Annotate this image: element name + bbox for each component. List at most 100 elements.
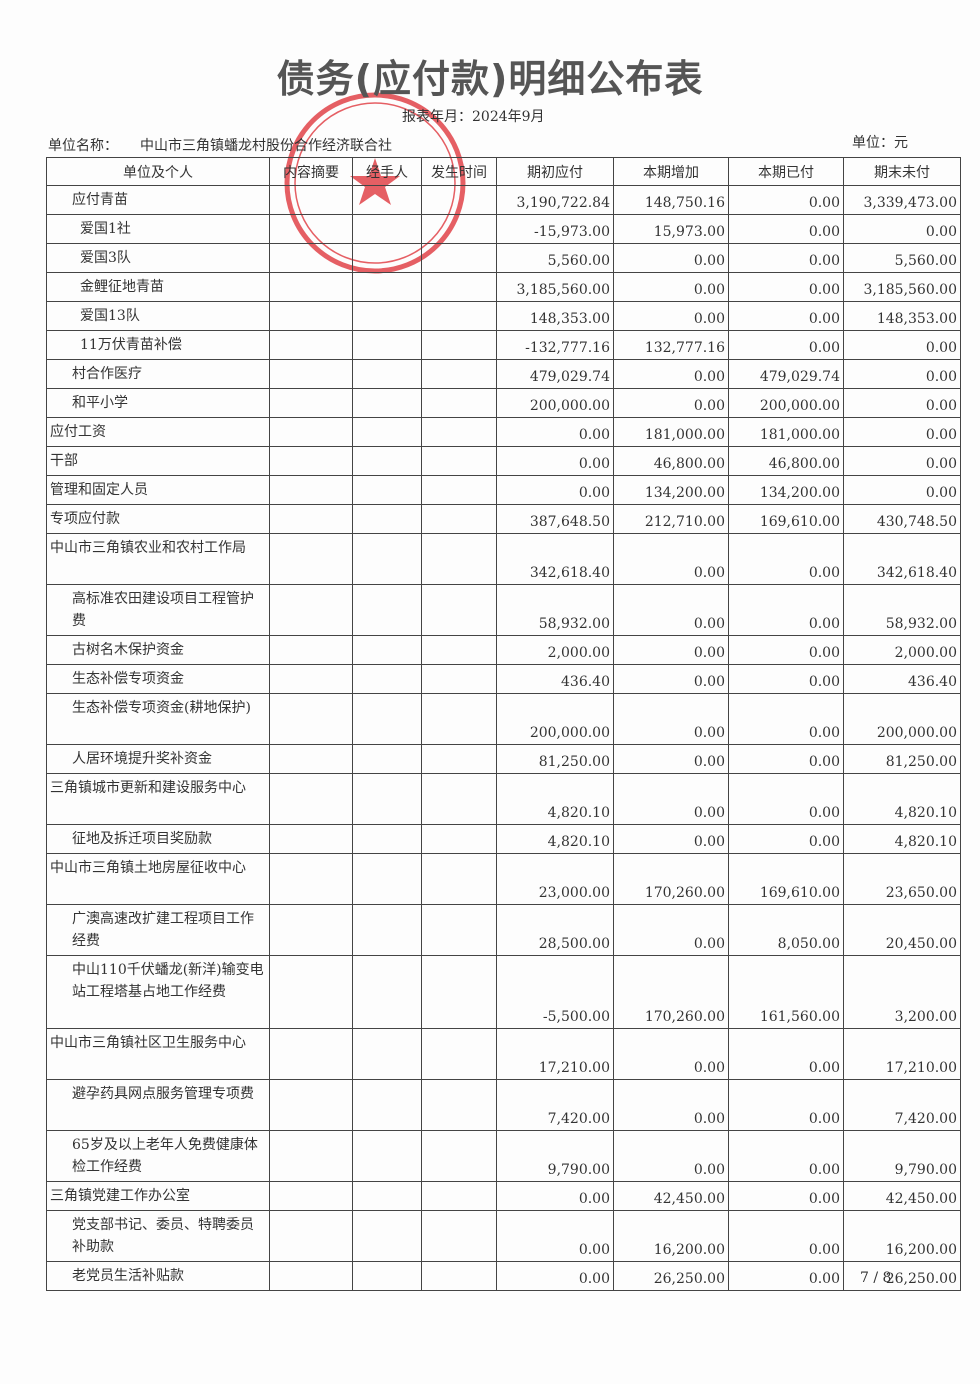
row-name: 生态补偿专项资金(耕地保护) <box>46 693 270 745</box>
report-period: 报表年月：2024年9月 <box>402 109 545 125</box>
empty-cell <box>421 744 497 774</box>
row-name: 金鲤征地青苗 <box>46 272 270 302</box>
empty-cell <box>269 1210 353 1262</box>
empty-cell <box>421 533 497 585</box>
table-row: 三角镇党建工作办公室 0.00 42,450.00 0.00 42,450.00 <box>46 1181 961 1211</box>
empty-cell <box>421 904 497 956</box>
amount-cell: 387,648.50 <box>496 504 614 534</box>
row-name: 爱国3队 <box>46 243 270 273</box>
amount-cell: 148,353.00 <box>496 301 614 331</box>
amount-cell: 3,200.00 <box>843 955 961 1029</box>
empty-cell <box>352 1210 422 1262</box>
empty-cell <box>421 853 497 905</box>
empty-cell <box>269 1079 353 1131</box>
amount-cell: 0.00 <box>613 824 729 854</box>
row-name: 应付青苗 <box>46 185 270 215</box>
row-name: 三角镇城市更新和建设服务中心 <box>46 773 270 825</box>
empty-cell <box>421 446 497 476</box>
empty-cell <box>421 504 497 534</box>
amount-cell: 0.00 <box>613 388 729 418</box>
empty-cell <box>269 272 353 302</box>
amount-cell: 0.00 <box>728 272 844 302</box>
amount-cell: 0.00 <box>843 388 961 418</box>
amount-cell: 3,185,560.00 <box>496 272 614 302</box>
amount-cell: 0.00 <box>728 185 844 215</box>
amount-cell: 0.00 <box>728 330 844 360</box>
table-row: 爱国13队 148,353.00 0.00 0.00 148,353.00 <box>46 301 961 331</box>
empty-cell <box>421 1079 497 1131</box>
amount-cell: 200,000.00 <box>728 388 844 418</box>
empty-cell <box>269 243 353 273</box>
amount-cell: 0.00 <box>728 243 844 273</box>
column-header: 本期已付 <box>728 157 844 186</box>
amount-cell: 0.00 <box>728 1079 844 1131</box>
empty-cell <box>269 584 353 636</box>
table-row: 人居环境提升奖补资金 81,250.00 0.00 0.00 81,250.00 <box>46 744 961 774</box>
amount-cell: 134,200.00 <box>613 475 729 505</box>
empty-cell <box>269 824 353 854</box>
amount-cell: 46,800.00 <box>613 446 729 476</box>
empty-cell <box>421 584 497 636</box>
amount-cell: 0.00 <box>728 1130 844 1182</box>
amount-cell: -5,500.00 <box>496 955 614 1029</box>
amount-cell: 5,560.00 <box>843 243 961 273</box>
table-row: 管理和固定人员 0.00 134,200.00 134,200.00 0.00 <box>46 475 961 505</box>
amount-cell: 0.00 <box>613 664 729 694</box>
amount-cell: 81,250.00 <box>843 744 961 774</box>
table-header: 单位及个人 内容摘要 经手人 发生时间 期初应付 本期增加 本期已付 期末未付 <box>46 157 961 186</box>
row-name: 三角镇党建工作办公室 <box>46 1181 270 1211</box>
amount-cell: 181,000.00 <box>728 417 844 447</box>
table-row: 65岁及以上老年人免费健康体检工作经费 9,790.00 0.00 0.00 9,790… <box>46 1130 961 1182</box>
empty-cell <box>269 744 353 774</box>
empty-cell <box>352 417 422 447</box>
table-row: 三角镇城市更新和建设服务中心 4,820.10 0.00 0.00 4,820.10 <box>46 773 961 825</box>
empty-cell <box>352 664 422 694</box>
empty-cell <box>352 359 422 389</box>
amount-cell: 0.00 <box>843 214 961 244</box>
amount-cell: 42,450.00 <box>613 1181 729 1211</box>
empty-cell <box>352 301 422 331</box>
row-name: 人居环境提升奖补资金 <box>46 744 270 774</box>
amount-cell: 9,790.00 <box>496 1130 614 1182</box>
amount-cell: 3,190,722.84 <box>496 185 614 215</box>
unit-name-label: 单位名称： <box>48 138 118 154</box>
amount-cell: 169,610.00 <box>728 853 844 905</box>
amount-cell: 200,000.00 <box>496 388 614 418</box>
amount-cell: 42,450.00 <box>843 1181 961 1211</box>
empty-cell <box>269 533 353 585</box>
empty-cell <box>269 853 353 905</box>
amount-cell: 0.00 <box>496 1210 614 1262</box>
amount-cell: 0.00 <box>613 359 729 389</box>
amount-cell: 0.00 <box>728 693 844 745</box>
empty-cell <box>269 1181 353 1211</box>
amount-cell: 9,790.00 <box>843 1130 961 1182</box>
empty-cell <box>352 635 422 665</box>
empty-cell <box>421 301 497 331</box>
empty-cell <box>269 664 353 694</box>
row-name: 爱国13队 <box>46 301 270 331</box>
amount-cell: 0.00 <box>843 359 961 389</box>
amount-cell: 342,618.40 <box>843 533 961 585</box>
table-row: 古树名木保护资金 2,000.00 0.00 0.00 2,000.00 <box>46 635 961 665</box>
amount-cell: 212,710.00 <box>613 504 729 534</box>
row-name: 村合作医疗 <box>46 359 270 389</box>
column-header: 本期增加 <box>613 157 729 186</box>
empty-cell <box>352 504 422 534</box>
table-row: 广澳高速改扩建工程项目工作经费 28,500.00 0.00 8,050.00 20,4… <box>46 904 961 956</box>
row-name: 高标准农田建设项目工程管护费 <box>46 584 270 636</box>
row-name: 应付工资 <box>46 417 270 447</box>
row-name: 党支部书记、委员、特聘委员补助款 <box>46 1210 270 1262</box>
amount-cell: 436.40 <box>496 664 614 694</box>
row-name: 专项应付款 <box>46 504 270 534</box>
amount-cell: 7,420.00 <box>843 1079 961 1131</box>
amount-cell: 46,800.00 <box>728 446 844 476</box>
amount-cell: 5,560.00 <box>496 243 614 273</box>
empty-cell <box>269 904 353 956</box>
empty-cell <box>269 301 353 331</box>
amount-cell: 430,748.50 <box>843 504 961 534</box>
table-row: 党支部书记、委员、特聘委员补助款 0.00 16,200.00 0.00 16,200.… <box>46 1210 961 1262</box>
row-name: 古树名木保护资金 <box>46 635 270 665</box>
table-row: 中山市三角镇社区卫生服务中心 17,210.00 0.00 0.00 17,210.00 <box>46 1028 961 1080</box>
empty-cell <box>421 693 497 745</box>
amount-cell: -132,777.16 <box>496 330 614 360</box>
